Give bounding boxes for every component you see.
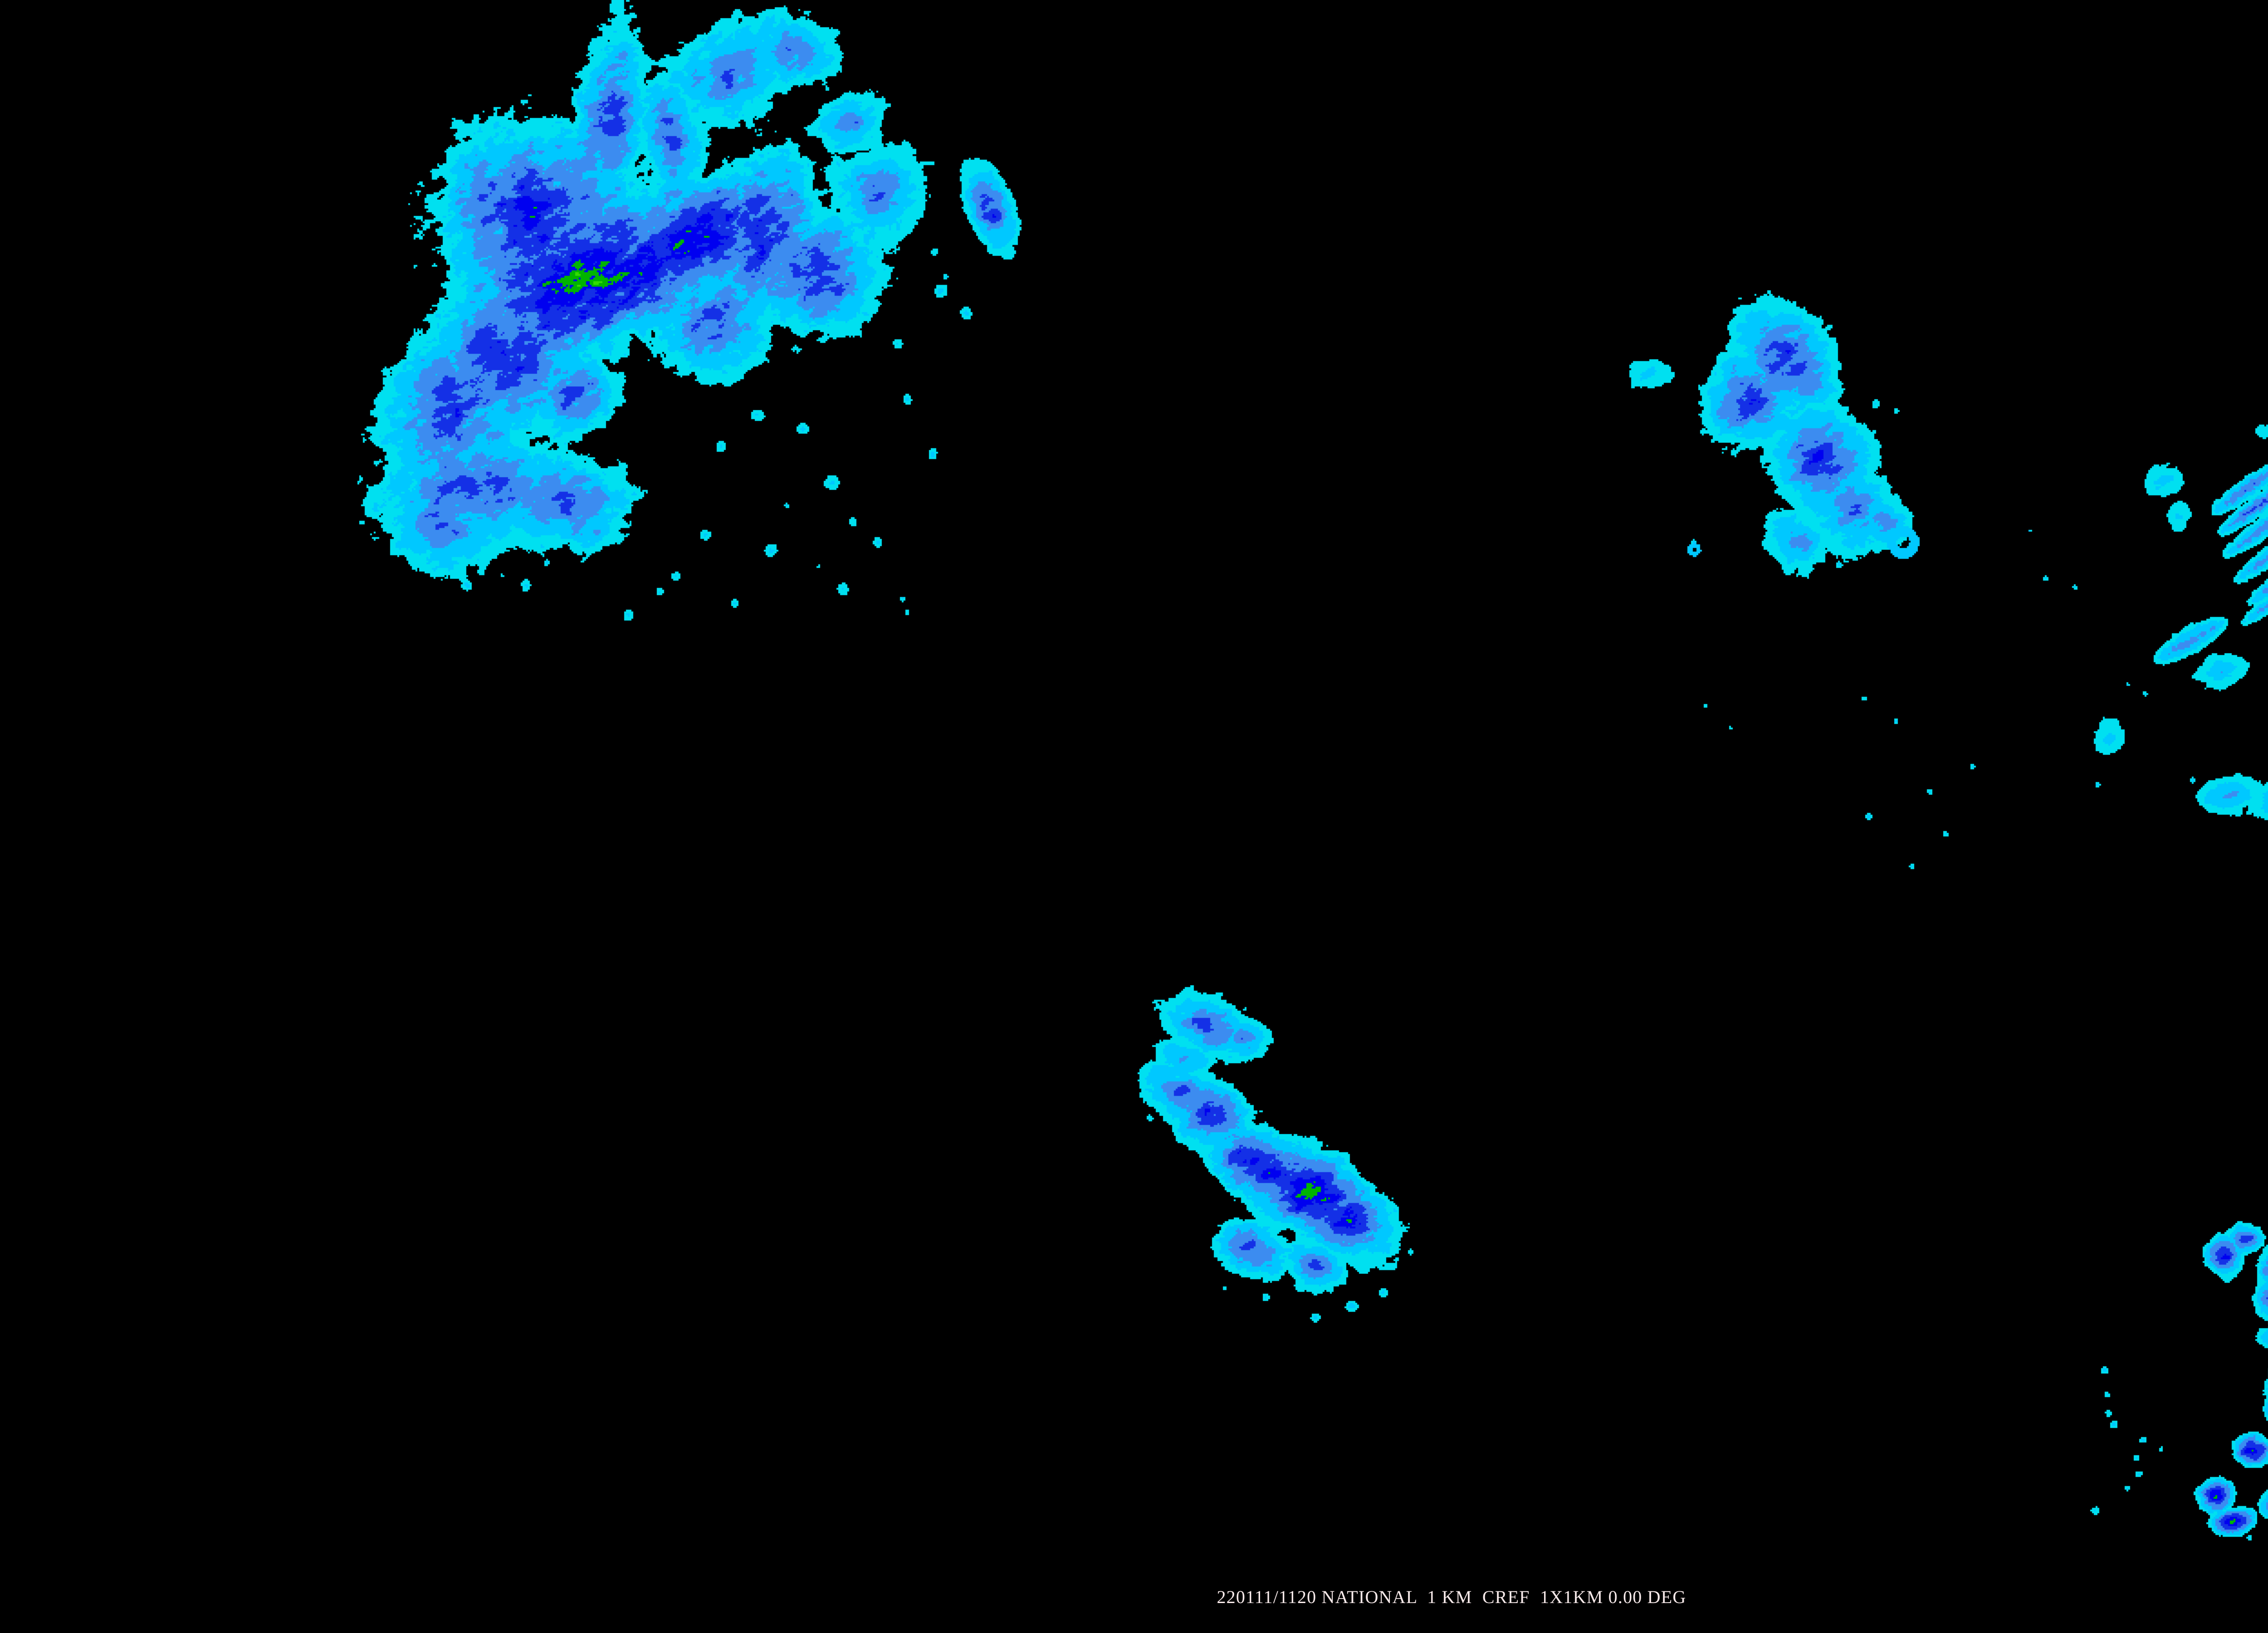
radar-reflectivity-canvas — [0, 0, 2268, 1633]
radar-map-panel: 220111/1120 NATIONAL 1 KM CREF 1X1KM 0.0… — [0, 0, 2268, 1633]
